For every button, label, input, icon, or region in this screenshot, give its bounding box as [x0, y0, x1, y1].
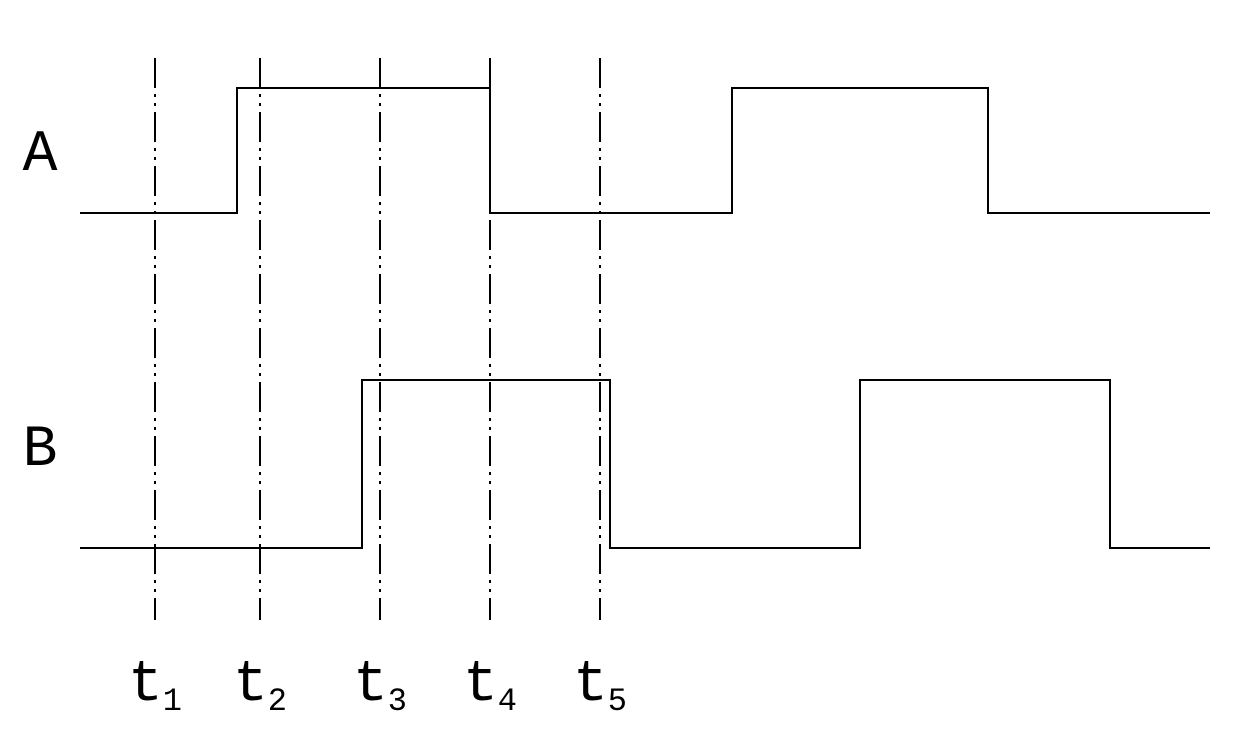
signal-b-label: B — [23, 418, 58, 483]
signal-a-waveform — [80, 88, 1210, 213]
time-marker-label: t1 — [128, 653, 182, 720]
time-marker-label: t3 — [353, 653, 407, 720]
signal-a-label: A — [23, 123, 58, 188]
time-marker-label: t5 — [573, 653, 627, 720]
time-marker-label: t4 — [463, 653, 517, 720]
time-marker-label: t2 — [233, 653, 287, 720]
signal-b-waveform — [80, 380, 1210, 548]
